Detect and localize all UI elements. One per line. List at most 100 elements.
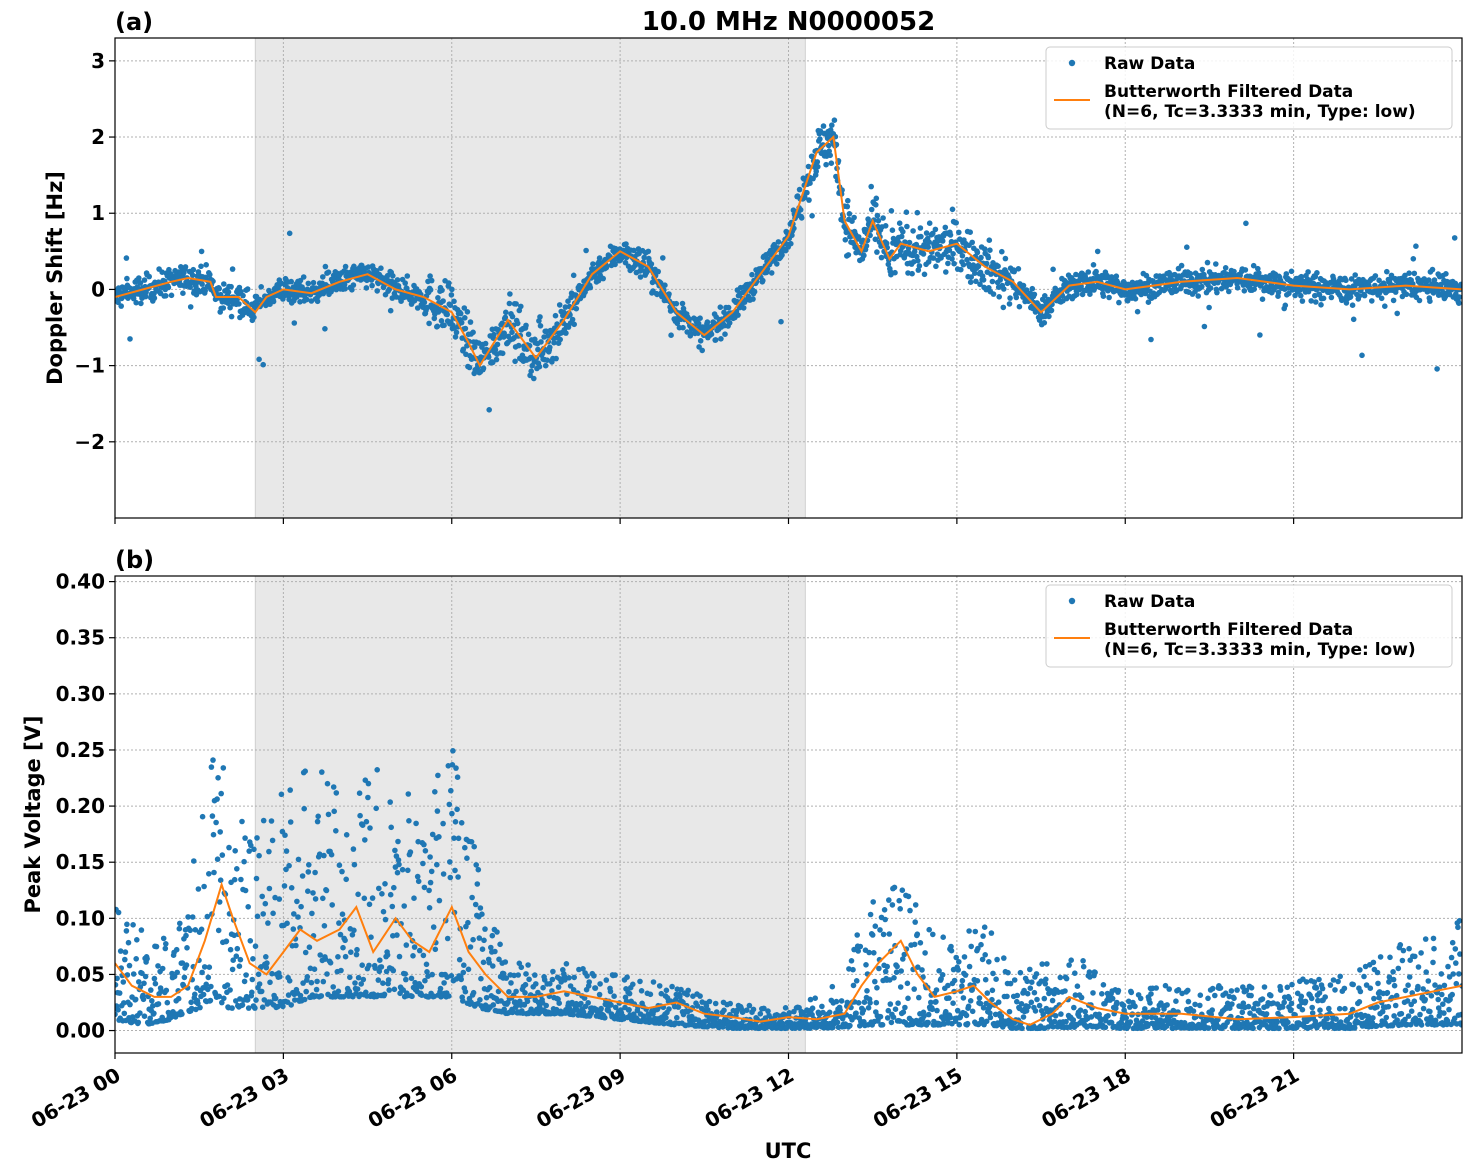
raw-data-point: [216, 285, 222, 292]
raw-data-point: [750, 296, 756, 302]
raw-data-point: [902, 1004, 908, 1011]
raw-data-point: [645, 248, 652, 255]
raw-data-point: [461, 962, 467, 968]
raw-data-point: [1243, 987, 1250, 994]
raw-data-point: [239, 818, 245, 825]
raw-data-point: [967, 998, 974, 1004]
raw-data-point: [721, 1007, 727, 1014]
raw-data-point: [1113, 273, 1120, 280]
raw-data-point: [604, 263, 610, 270]
raw-data-point: [183, 962, 190, 968]
raw-data-point: [806, 197, 812, 203]
raw-data-point: [305, 280, 312, 287]
raw-data-point: [1352, 272, 1358, 278]
raw-data-point: [1402, 272, 1408, 279]
raw-data-point: [302, 768, 309, 774]
raw-data-point: [786, 1010, 793, 1016]
raw-data-point: [137, 280, 144, 286]
raw-data-point: [981, 924, 988, 930]
raw-data-point: [465, 966, 472, 973]
raw-data-point: [1019, 1025, 1025, 1032]
raw-data-point: [187, 304, 194, 310]
raw-data-point: [1029, 979, 1035, 985]
raw-data-point: [451, 835, 457, 841]
raw-data-point: [201, 964, 208, 970]
raw-data-point: [1137, 995, 1144, 1002]
raw-data-point: [283, 866, 289, 873]
raw-data-point: [314, 978, 320, 985]
raw-data-point: [229, 266, 236, 272]
raw-data-point: [979, 956, 986, 963]
raw-data-point: [380, 980, 386, 986]
raw-data-point: [492, 948, 498, 955]
raw-data-point: [1020, 1014, 1027, 1020]
raw-data-point: [347, 974, 353, 981]
raw-data-point: [249, 989, 255, 996]
raw-data-point: [455, 874, 461, 880]
raw-data-point: [462, 315, 468, 321]
raw-data-point: [163, 293, 169, 299]
raw-data-point: [421, 299, 428, 306]
raw-data-point: [894, 963, 900, 970]
raw-data-point: [1285, 1019, 1291, 1026]
raw-data-point: [1314, 270, 1320, 276]
raw-data-point: [440, 871, 447, 877]
raw-data-point: [241, 978, 248, 985]
raw-data-point: [189, 914, 196, 920]
raw-data-point: [1011, 268, 1017, 275]
raw-data-point: [297, 992, 304, 999]
raw-data-point: [915, 257, 921, 264]
raw-data-point: [1023, 287, 1030, 293]
raw-data-point: [1316, 990, 1323, 996]
raw-data-point: [303, 988, 310, 995]
raw-data-point: [153, 943, 160, 950]
raw-data-point: [369, 895, 376, 901]
raw-data-point: [1270, 1000, 1277, 1006]
raw-data-point: [446, 801, 453, 808]
raw-data-point: [415, 878, 422, 885]
raw-data-point: [430, 924, 437, 930]
raw-data-point: [1187, 270, 1194, 277]
raw-data-point: [310, 279, 317, 286]
raw-data-point: [1090, 262, 1097, 268]
raw-data-point: [473, 862, 480, 868]
raw-data-point: [726, 320, 733, 326]
raw-data-point: [905, 893, 912, 900]
raw-data-point: [985, 254, 992, 261]
raw-data-point: [989, 987, 996, 994]
raw-data-point: [947, 232, 954, 238]
raw-data-point: [198, 263, 204, 270]
raw-data-point: [349, 287, 355, 293]
raw-data-point: [694, 1003, 701, 1009]
raw-data-point: [1147, 1000, 1153, 1006]
raw-data-point: [411, 895, 417, 901]
raw-data-point: [884, 963, 890, 970]
raw-data-point: [413, 820, 419, 827]
raw-data-point: [338, 967, 344, 974]
raw-data-point: [355, 974, 362, 981]
raw-data-point: [262, 900, 269, 907]
raw-data-point: [451, 298, 457, 305]
raw-data-point: [115, 909, 122, 916]
raw-data-point: [278, 791, 285, 798]
raw-data-point: [751, 288, 758, 295]
raw-data-point: [838, 998, 845, 1004]
raw-data-point: [903, 209, 910, 215]
raw-data-point: [247, 938, 254, 944]
raw-data-point: [142, 293, 149, 300]
raw-data-point: [136, 275, 142, 281]
legend-filtered-label: Butterworth Filtered Data: [1104, 82, 1353, 102]
raw-data-point: [1125, 998, 1132, 1005]
raw-data-point: [283, 848, 290, 854]
raw-data-point: [518, 303, 524, 310]
raw-data-point: [853, 1010, 859, 1016]
raw-data-point: [890, 1014, 897, 1020]
raw-data-point: [438, 318, 445, 324]
raw-data-point: [139, 970, 145, 977]
raw-data-point: [949, 206, 956, 213]
raw-data-point: [490, 963, 496, 969]
raw-data-point: [978, 941, 984, 948]
raw-data-point: [217, 877, 224, 883]
raw-data-point: [447, 874, 454, 881]
raw-data-point: [855, 948, 861, 954]
